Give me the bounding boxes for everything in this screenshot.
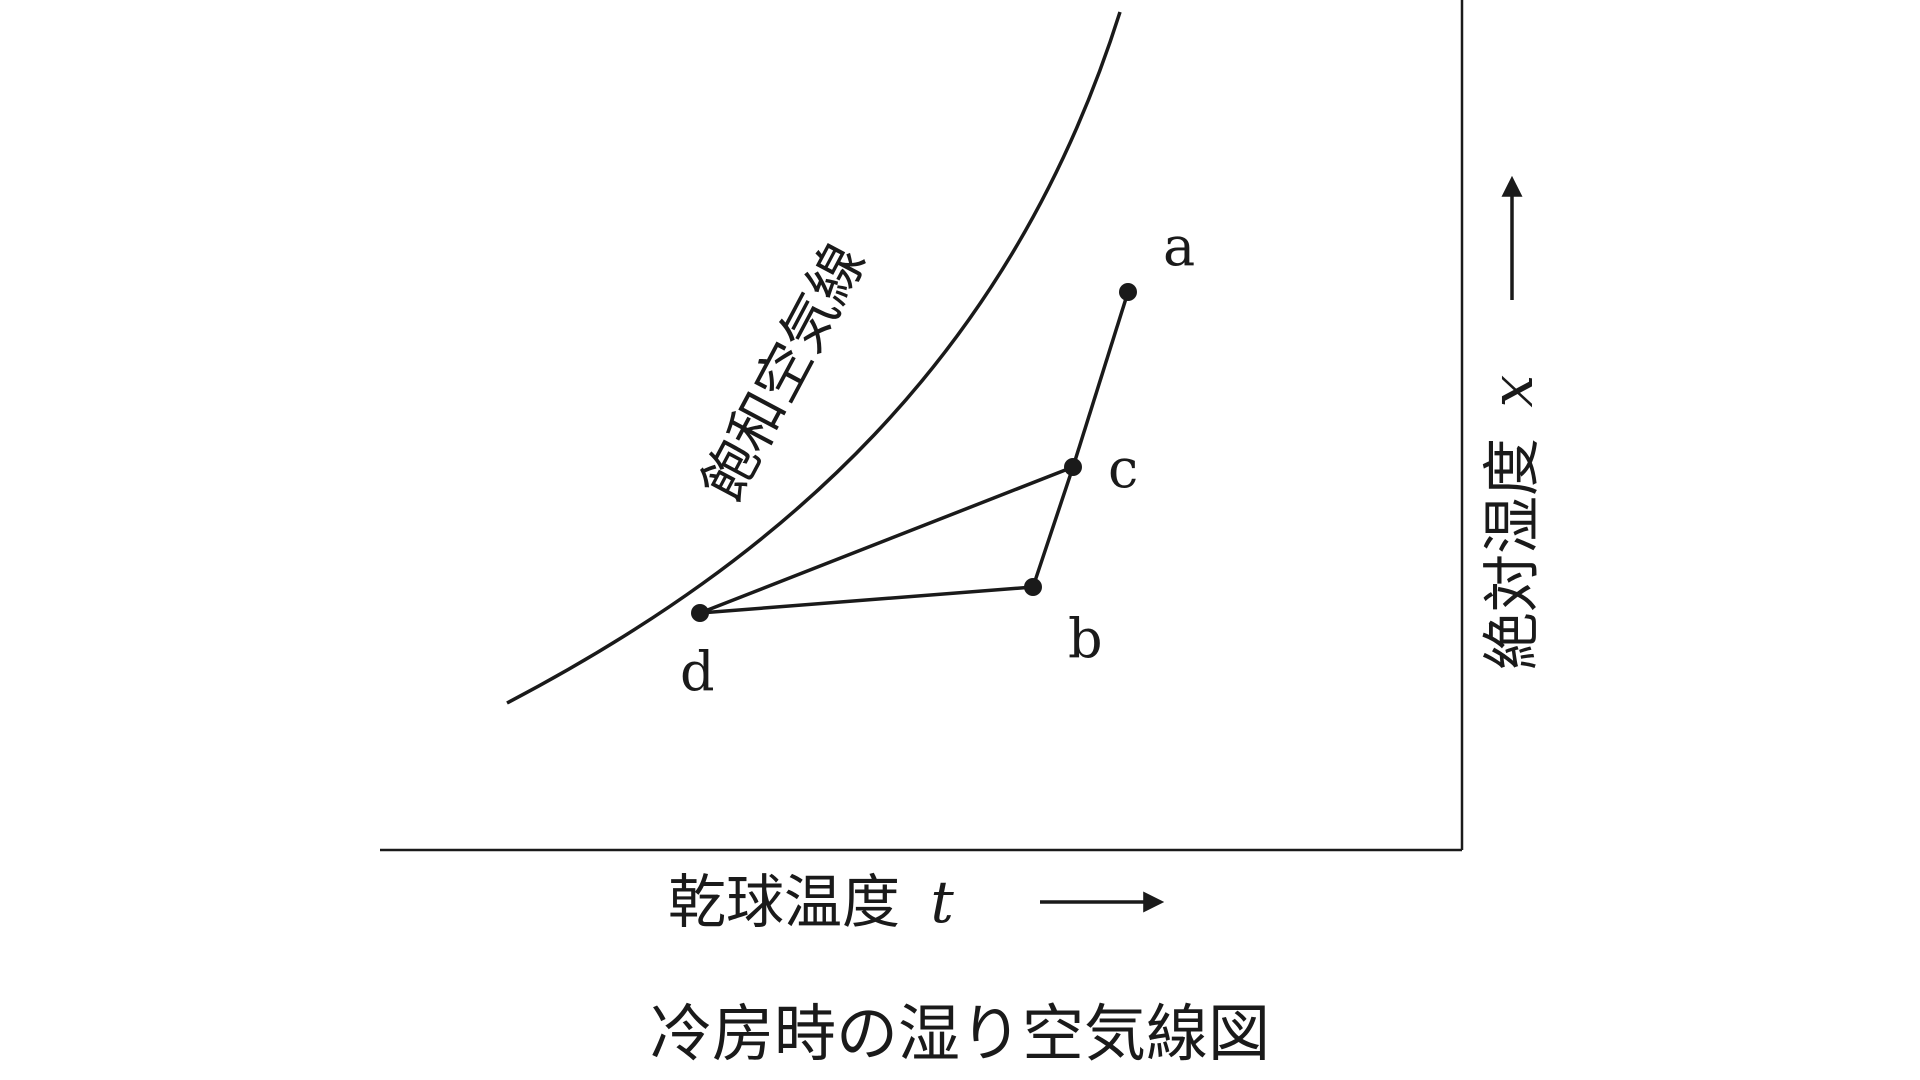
label-d: d (680, 640, 715, 703)
saturation-curve-label: 飽和空気線 (690, 234, 879, 512)
line-a-c (1071, 291, 1130, 468)
line-b-d (699, 585, 1034, 615)
figure-caption: 冷房時の湿り空気線図 (650, 997, 1270, 1070)
x-axis-label-text: 乾球温度 (668, 868, 900, 936)
saturation-curve (506, 11, 1122, 705)
y-axis-variable: x (1478, 375, 1546, 408)
label-c: c (1108, 437, 1138, 500)
label-b: b (1068, 607, 1103, 670)
line-c-d (699, 465, 1074, 615)
point-b (1024, 578, 1042, 596)
x-axis-label: 乾球温度 t (668, 868, 954, 936)
y-axis-label-text: 絶対湿度 (1478, 438, 1546, 670)
point-d (691, 604, 709, 622)
label-a: a (1163, 215, 1195, 278)
x-axis-variable: t (930, 868, 954, 936)
point-a (1119, 283, 1137, 301)
point-c (1064, 458, 1082, 476)
y-axis-label: 絶対湿度 x (1478, 375, 1546, 670)
line-c-b (1031, 466, 1075, 588)
